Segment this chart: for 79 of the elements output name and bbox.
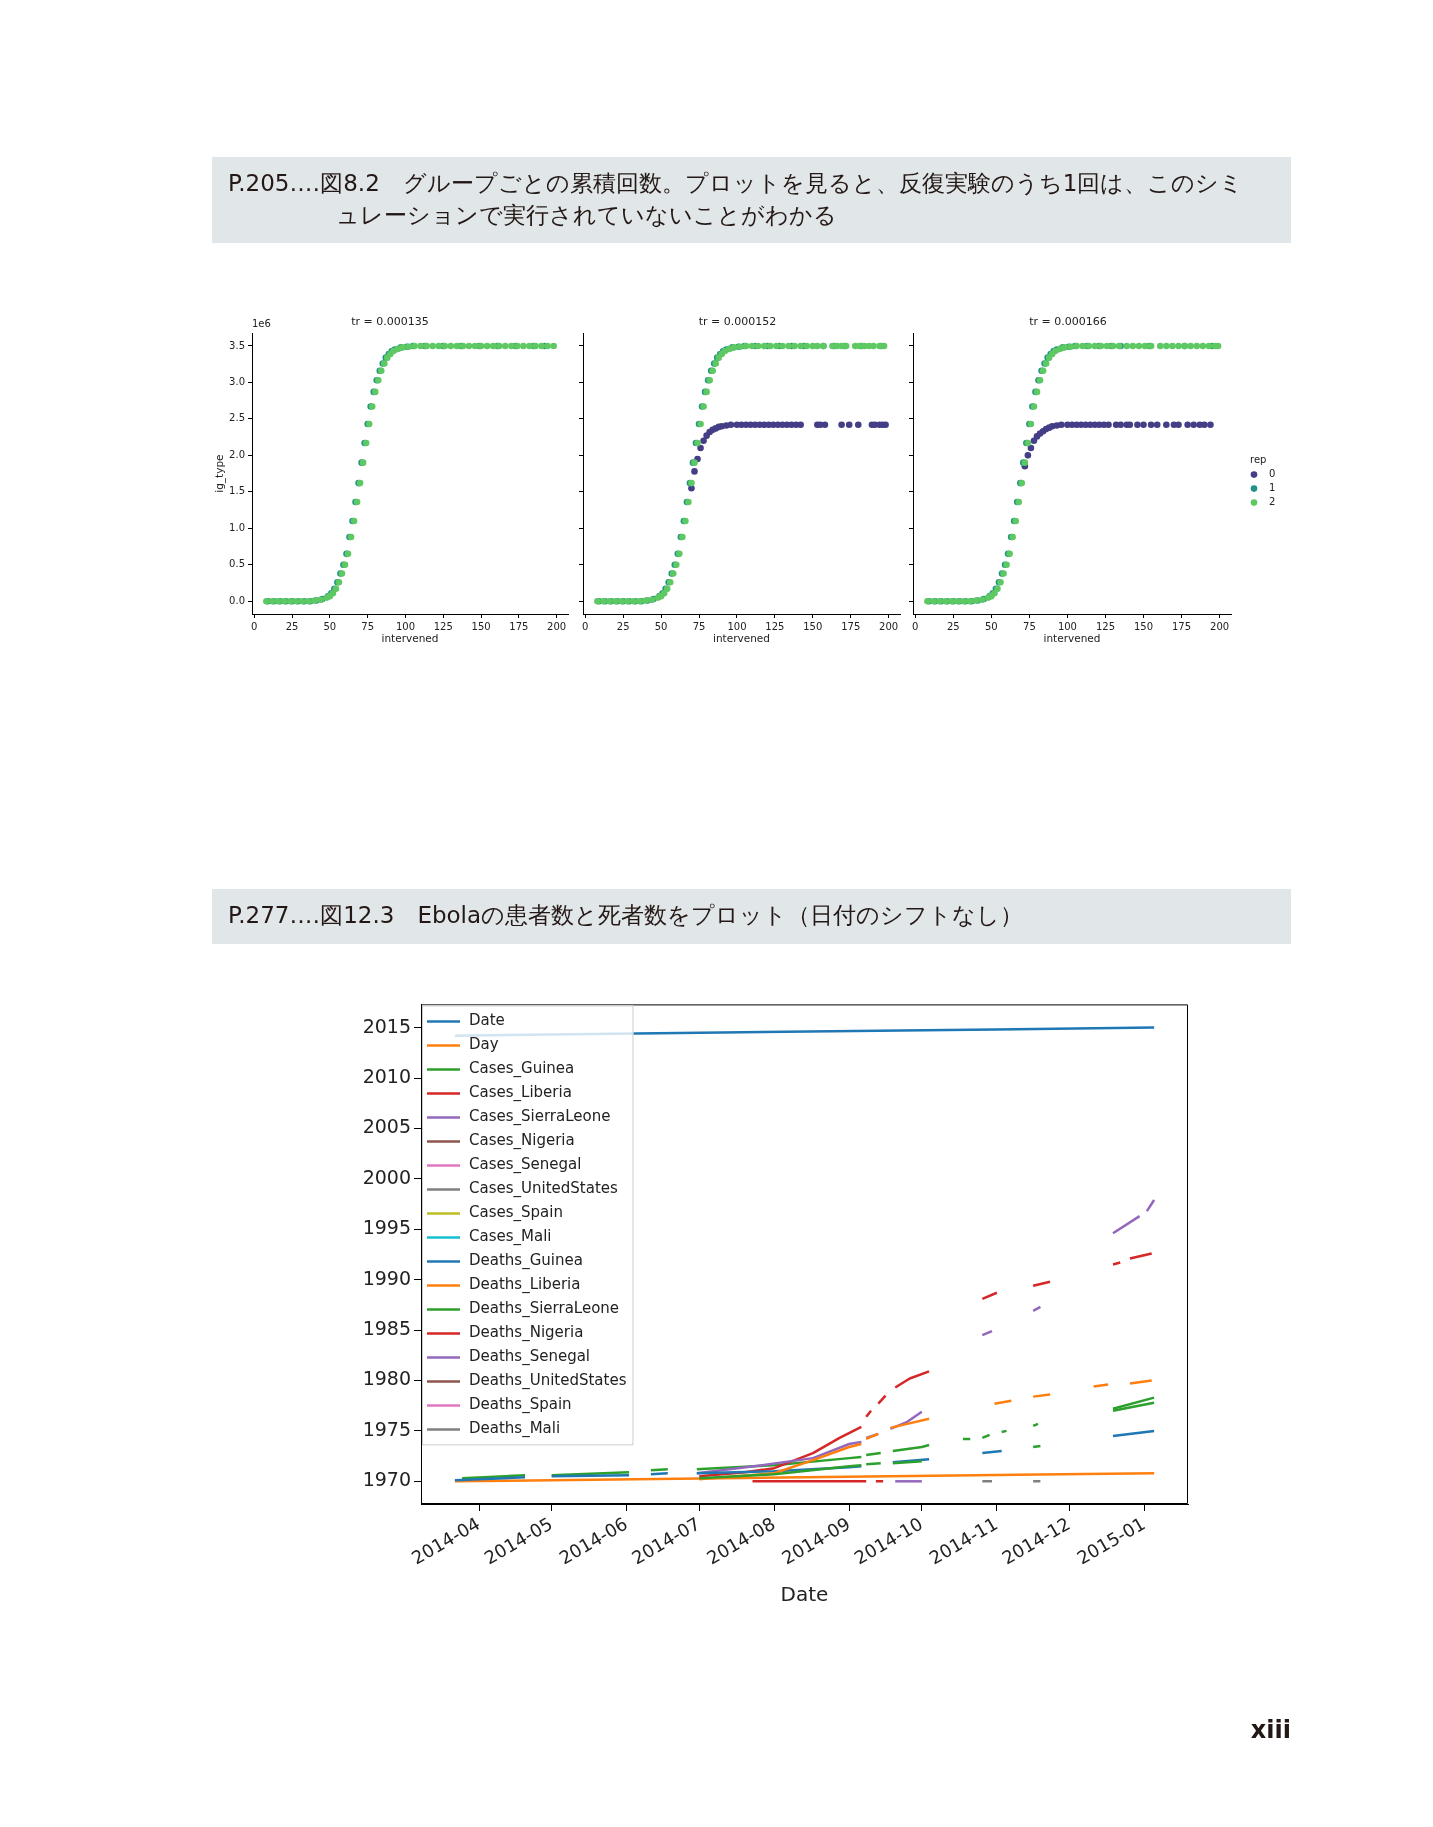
caption-banner: P.277‥‥図12.3 Ebolaの患者数と死者数をプロット（日付のシフトなし）: [212, 889, 1291, 944]
y-tick-label: 1985: [362, 1317, 411, 1340]
y-tick-label: 1975: [362, 1417, 411, 1440]
legend-label: Deaths_Nigeria: [469, 1323, 584, 1343]
legend-label: Deaths_Spain: [469, 1395, 572, 1415]
y-tick-label: 1970: [362, 1468, 411, 1491]
x-tick-label: 100: [1057, 620, 1077, 632]
legend-label: 2: [1269, 496, 1276, 508]
legend-title: rep: [1250, 454, 1267, 466]
x-tick-label: 125: [765, 620, 785, 632]
text: xiii: [1249, 1716, 1291, 1744]
y-tick-label: 2010: [362, 1064, 411, 1087]
x-tick-label: 50: [984, 620, 998, 632]
legend-label: 0: [1269, 468, 1276, 480]
x-tick-label: 200: [547, 620, 567, 632]
x-tick-label: 150: [471, 620, 491, 632]
y-tick-label: 1990: [362, 1266, 411, 1289]
x-tick-label: 75: [692, 620, 706, 632]
y-tick-label: 2.5: [229, 412, 245, 424]
x-tick-label: 25: [946, 620, 960, 632]
y-tick-label: 0.0: [229, 594, 245, 606]
legend-label: Date: [469, 1011, 505, 1030]
x-tick-label: 25: [285, 620, 299, 632]
chart-title: tr = 0.000135: [351, 315, 429, 329]
y-tick-label: 1995: [362, 1216, 411, 1239]
legend-label: Day: [469, 1035, 499, 1054]
legend-label: Cases_Mali: [469, 1227, 552, 1247]
legend-label: Cases_UnitedStates: [469, 1179, 619, 1199]
y-tick-label: 2.0: [229, 448, 245, 460]
x-tick-label: 50: [654, 620, 668, 632]
y-tick-label: 0.5: [229, 558, 245, 570]
chart-title: tr = 0.000152: [698, 315, 777, 329]
x-tick-label: 200: [879, 620, 899, 632]
x-tick-label: 150: [803, 620, 823, 632]
x-axis-title: Date: [780, 1582, 829, 1607]
x-tick-label: 75: [361, 620, 375, 632]
legend-label: Deaths_Senegal: [469, 1347, 591, 1367]
legend-label: 1: [1269, 482, 1276, 494]
legend-label: Deaths_Guinea: [469, 1251, 583, 1271]
x-tick-label: 200: [1210, 620, 1230, 632]
legend-label: Deaths_SierraLeone: [469, 1299, 620, 1319]
legend-label: Cases_Guinea: [469, 1059, 575, 1079]
x-tick-label: 175: [509, 620, 529, 632]
x-axis-title: intervened: [713, 632, 770, 645]
legend-label: Deaths_UnitedStates: [469, 1371, 627, 1391]
y-tick-label: 1.0: [229, 521, 245, 533]
x-axis-title: intervened: [381, 632, 439, 645]
x-tick-label: 100: [727, 620, 747, 632]
legend-label: Cases_SierraLeone: [469, 1107, 611, 1127]
legend-label: Cases_Spain: [469, 1203, 563, 1223]
x-tick-label: 125: [433, 620, 453, 632]
x-tick-label: 75: [1023, 620, 1036, 632]
x-tick-label: 175: [1172, 620, 1192, 632]
x-tick-label: 50: [323, 620, 337, 632]
x-tick-label: 0: [912, 620, 919, 632]
x-tick-label: 0: [582, 620, 589, 632]
y-axis-title: ig_type: [213, 454, 227, 493]
x-tick-label: 0: [251, 620, 258, 632]
legend-label: Cases_Liberia: [469, 1083, 572, 1103]
caption-banner: P.205‥‥図8.2 グループごとの累積回数。プロットを見ると、反復実験のうち1回は、このシミュレーションで実行されていないことがわかる: [212, 157, 1291, 243]
legend-label: Deaths_Liberia: [469, 1275, 581, 1295]
legend-label: Cases_Nigeria: [469, 1131, 575, 1151]
y-tick-label: 3.0: [229, 376, 245, 388]
x-axis-title: intervened: [1043, 632, 1101, 645]
y-tick-label: 2005: [362, 1115, 411, 1138]
y-tick-label: 1980: [362, 1367, 411, 1390]
x-tick-label: 100: [395, 620, 416, 632]
y-tick-label: 3.5: [229, 339, 245, 351]
y-tick-label: 2000: [362, 1165, 411, 1188]
y-tick-label: 1.5: [229, 485, 245, 497]
legend-label: Cases_Senegal: [469, 1155, 582, 1175]
text: 1e6: [252, 317, 271, 329]
chart-title: tr = 0.000166: [1029, 315, 1107, 329]
x-tick-label: 175: [841, 620, 861, 632]
legend-label: Deaths_Mali: [469, 1419, 561, 1439]
x-tick-label: 25: [616, 620, 630, 632]
x-tick-label: 150: [1133, 620, 1154, 632]
x-tick-label: 125: [1095, 620, 1116, 632]
y-tick-label: 2015: [362, 1014, 411, 1037]
